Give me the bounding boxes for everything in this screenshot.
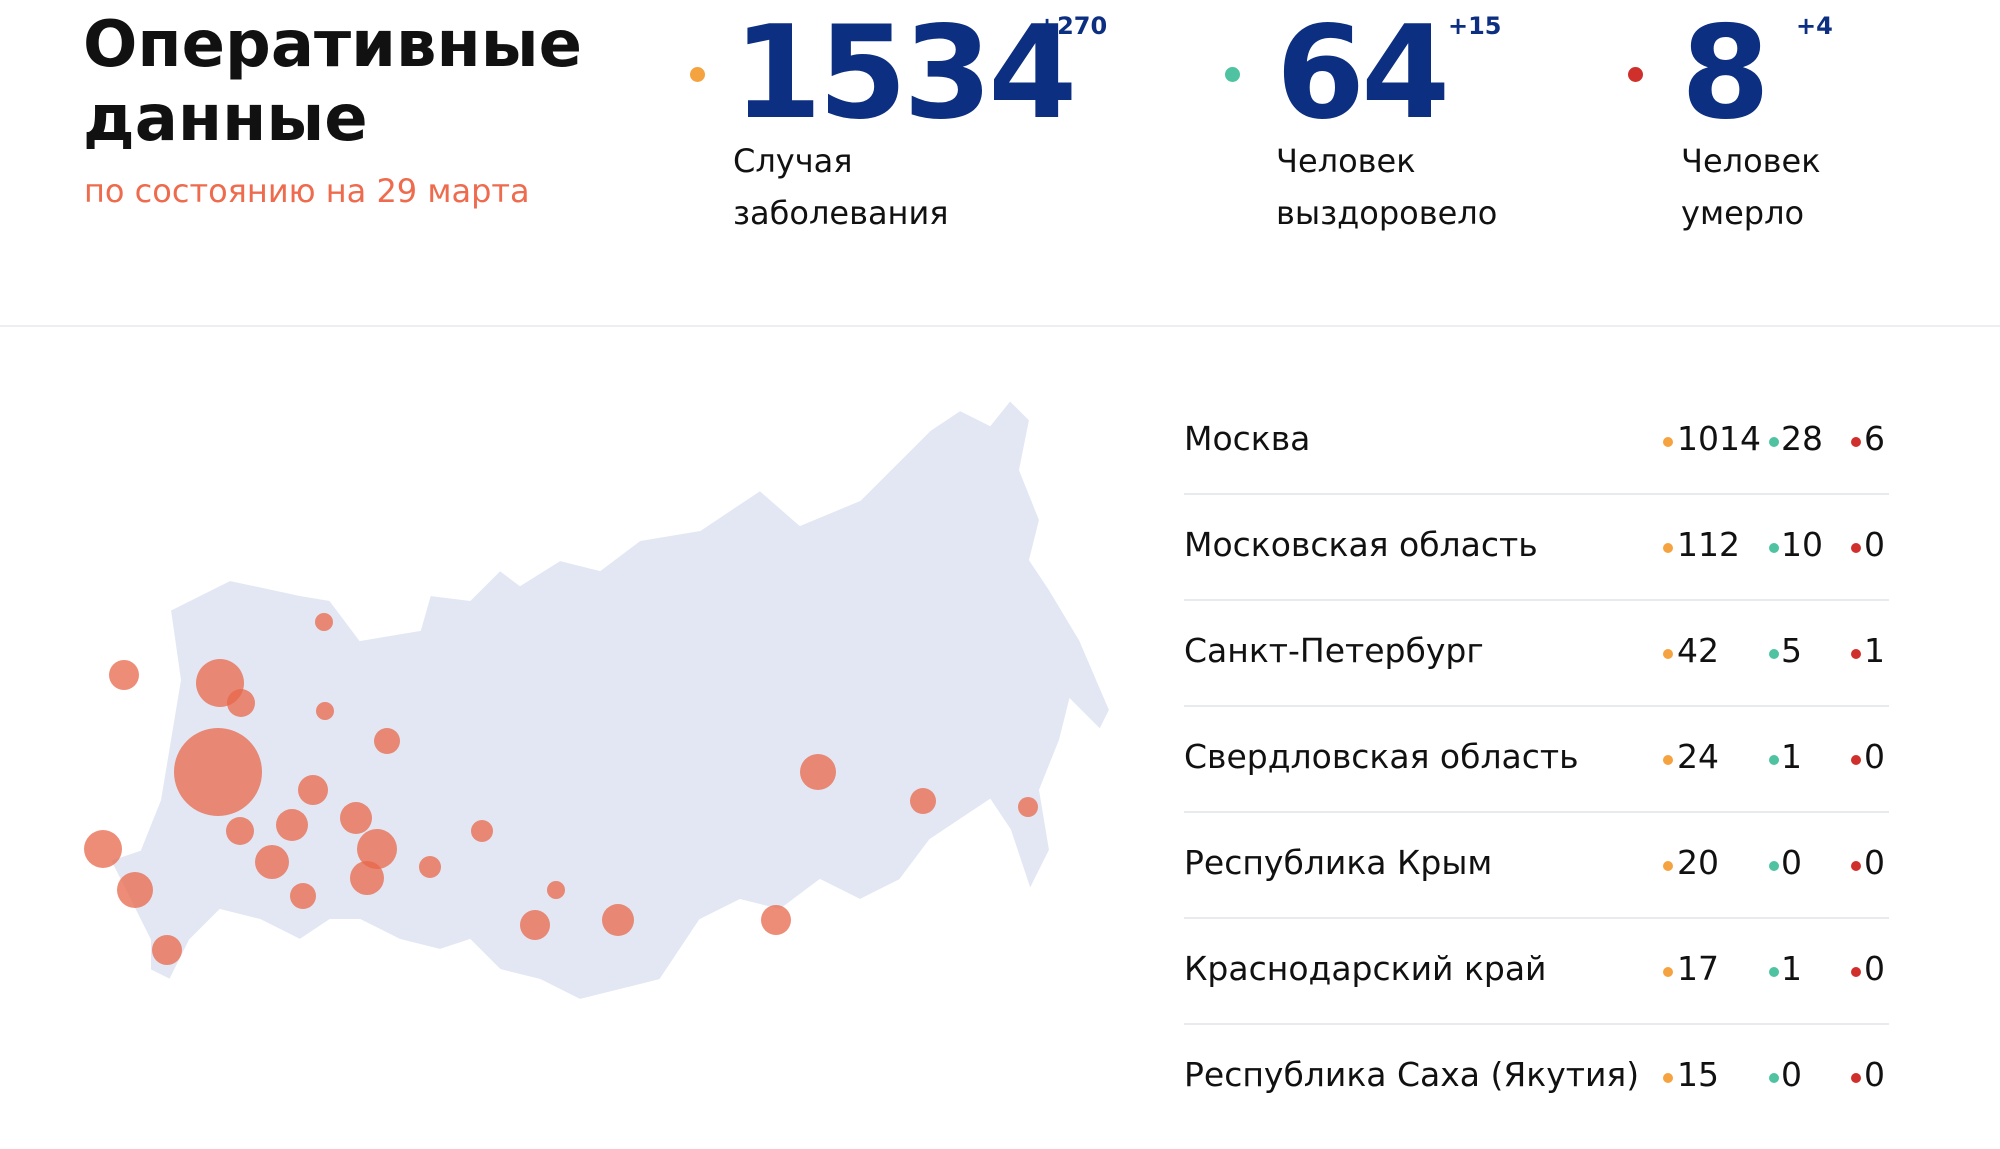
- marker: [84, 830, 122, 868]
- marker: [276, 809, 308, 841]
- stat-dot: [690, 67, 705, 82]
- value: 0: [1781, 843, 1802, 882]
- marker: [419, 856, 441, 878]
- marker: [471, 820, 493, 842]
- marker: [117, 872, 153, 908]
- marker: [1018, 797, 1038, 817]
- value: 6: [1864, 419, 1885, 458]
- row-divider: [1184, 1023, 1889, 1025]
- row-divider: [1184, 705, 1889, 707]
- region-name: Москва: [1184, 419, 1311, 458]
- stat-label: Человек умерло: [1681, 142, 1821, 232]
- region-name: Краснодарский край: [1184, 949, 1547, 988]
- stat-dot: [1225, 67, 1240, 82]
- value-dot: [1769, 649, 1779, 659]
- value: 0: [1864, 843, 1885, 882]
- value-dot: [1769, 543, 1779, 553]
- stat-delta: +15: [1448, 12, 1502, 40]
- value: 0: [1864, 949, 1885, 988]
- marker: [316, 702, 334, 720]
- region-name: Республика Крым: [1184, 843, 1493, 882]
- value: 42: [1677, 631, 1719, 670]
- map: [84, 398, 1112, 1002]
- region-name: Республика Саха (Якутия): [1184, 1055, 1640, 1094]
- value-dot: [1769, 861, 1779, 871]
- row-divider: [1184, 917, 1889, 919]
- value-dot: [1663, 755, 1673, 765]
- marker: [226, 817, 254, 845]
- value: 1: [1781, 949, 1802, 988]
- subtitle: по состоянию на 29 марта: [84, 172, 530, 210]
- marker: [761, 905, 791, 935]
- value: 24: [1677, 737, 1719, 776]
- value: 15: [1677, 1055, 1719, 1094]
- marker: [800, 754, 836, 790]
- marker: [547, 881, 565, 899]
- marker: [174, 728, 262, 816]
- marker: [374, 728, 400, 754]
- marker: [357, 829, 397, 869]
- marker: [520, 910, 550, 940]
- value: 0: [1781, 1055, 1802, 1094]
- marker: [298, 775, 328, 805]
- stat-value: 8: [1681, 0, 1770, 148]
- value: 5: [1781, 631, 1802, 670]
- stat-label: Человек выздоровело: [1276, 142, 1498, 232]
- value-dot: [1663, 967, 1673, 977]
- stat-delta: +270: [1037, 12, 1108, 40]
- separator: [0, 325, 2000, 327]
- marker: [109, 660, 139, 690]
- marker: [340, 802, 372, 834]
- value: 0: [1864, 1055, 1885, 1094]
- value-dot: [1663, 437, 1673, 447]
- value: 1: [1781, 737, 1802, 776]
- value-dot: [1769, 1073, 1779, 1083]
- marker: [290, 883, 316, 909]
- markers: [84, 613, 1038, 965]
- value-dot: [1851, 967, 1861, 977]
- value-dot: [1851, 861, 1861, 871]
- value-dot: [1663, 861, 1673, 871]
- value: 28: [1781, 419, 1823, 458]
- value-dot: [1851, 649, 1861, 659]
- value-dot: [1769, 755, 1779, 765]
- marker: [602, 904, 634, 936]
- marker: [152, 935, 182, 965]
- value-dot: [1851, 755, 1861, 765]
- marker: [350, 861, 384, 895]
- value-dot: [1851, 437, 1861, 447]
- value: 0: [1864, 737, 1885, 776]
- value-dot: [1663, 543, 1673, 553]
- value: 10: [1781, 525, 1823, 564]
- value: 112: [1677, 525, 1740, 564]
- value-dot: [1663, 649, 1673, 659]
- value-dot: [1851, 1073, 1861, 1083]
- stat-dot: [1628, 67, 1643, 82]
- marker: [255, 845, 289, 879]
- value: 17: [1677, 949, 1719, 988]
- value-dot: [1769, 437, 1779, 447]
- row-divider: [1184, 493, 1889, 495]
- region-name: Московская область: [1184, 525, 1538, 564]
- value: 1: [1864, 631, 1885, 670]
- value-dot: [1663, 1073, 1673, 1083]
- marker: [315, 613, 333, 631]
- row-divider: [1184, 599, 1889, 601]
- marker: [227, 689, 255, 717]
- value: 0: [1864, 525, 1885, 564]
- stat-label: Случая заболевания: [733, 142, 949, 232]
- value-dot: [1769, 967, 1779, 977]
- stat-delta: +4: [1796, 12, 1833, 40]
- value-dot: [1851, 543, 1861, 553]
- marker: [910, 788, 936, 814]
- stat-value: 1534: [733, 0, 1077, 148]
- row-divider: [1184, 811, 1889, 813]
- title: Оперативные данные: [83, 8, 582, 156]
- stat-value: 64: [1276, 0, 1450, 148]
- region-name: Свердловская область: [1184, 737, 1579, 776]
- region-name: Санкт-Петербург: [1184, 631, 1484, 670]
- value: 20: [1677, 843, 1719, 882]
- value: 1014: [1677, 419, 1761, 458]
